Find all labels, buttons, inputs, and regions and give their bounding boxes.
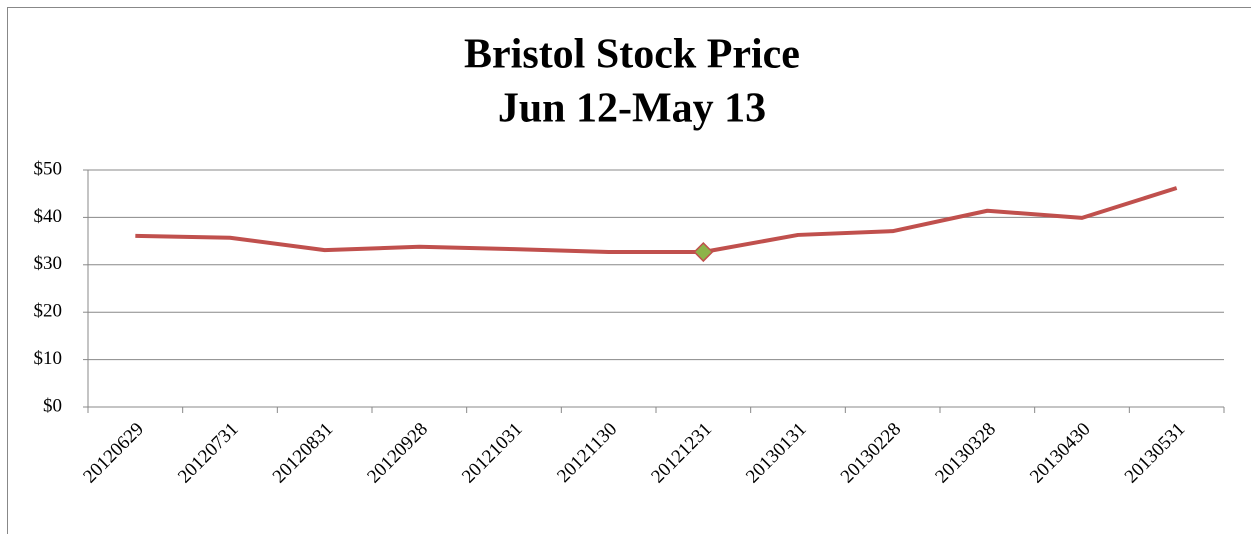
x-tick-label: 20121130 xyxy=(553,419,621,487)
x-tick-label: 20130228 xyxy=(837,419,906,488)
x-tick-label: 20120831 xyxy=(269,419,338,488)
x-tick-label: 20120928 xyxy=(363,419,432,488)
x-tick-label: 20130131 xyxy=(742,419,811,488)
x-tick-label: 20130531 xyxy=(1121,419,1190,488)
y-tick-label: $40 xyxy=(34,206,63,227)
x-tick-label: 20130430 xyxy=(1026,419,1095,488)
x-tick-label: 20130328 xyxy=(931,419,1000,488)
y-tick-label: $20 xyxy=(34,301,63,322)
x-tick-label: 20121031 xyxy=(458,419,527,488)
chart-title: Bristol Stock Price xyxy=(464,32,800,78)
x-tick-label: 20120629 xyxy=(79,419,148,488)
x-tick-label: 20120731 xyxy=(174,419,243,488)
line-series xyxy=(135,186,1178,255)
chart-subtitle: Jun 12-May 13 xyxy=(498,86,766,132)
chart-frame xyxy=(7,7,1251,534)
x-tick-label: 20121231 xyxy=(647,419,716,488)
highlight-marker xyxy=(693,241,714,263)
y-tick-label: $10 xyxy=(34,348,63,369)
y-tick-label: $50 xyxy=(34,158,63,179)
y-tick-label: $0 xyxy=(43,395,62,416)
y-tick-label: $30 xyxy=(34,253,63,274)
